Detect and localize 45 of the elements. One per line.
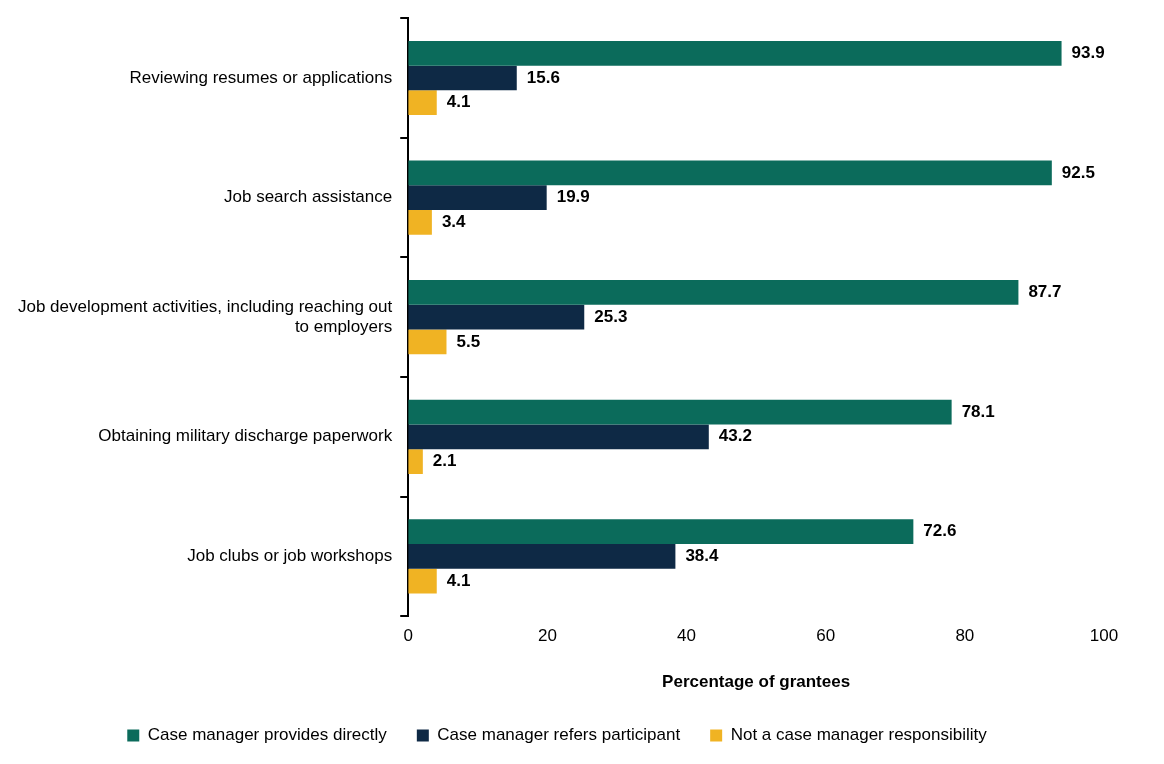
data-label: 3.4: [441, 212, 467, 231]
bar: [408, 160, 1052, 186]
bar: [408, 209, 432, 235]
data-label: 38.4: [685, 546, 720, 566]
bar: [408, 280, 1019, 305]
legend-label: Not a case manager responsibility: [730, 725, 988, 745]
y-tick-label: Job clubs or job workshops: [187, 546, 393, 566]
data-label: 5.5: [456, 331, 481, 351]
bar: [408, 304, 585, 330]
legend-label: Case manager refers participant: [437, 725, 681, 745]
data-label: 2.1: [432, 451, 457, 471]
bar: [408, 185, 547, 210]
bar: [408, 399, 952, 425]
x-tick-label: 100: [1089, 626, 1119, 646]
bar: [408, 65, 517, 91]
legend-label: Case manager provides directly: [147, 725, 388, 745]
data-label: 19.9: [556, 187, 590, 207]
bar: [408, 568, 437, 594]
data-label: 25.3: [594, 306, 628, 326]
data-label: 43.2: [718, 426, 752, 446]
y-tick-label: Job development activities, including reaching out to employers: [17, 296, 393, 337]
y-tick-label: Obtaining military discharge paperwork: [98, 426, 393, 446]
data-label: 78.1: [961, 401, 995, 421]
y-tick-label: Reviewing resumes or applications: [129, 67, 393, 87]
x-tick-label: 0: [403, 626, 413, 646]
data-label: 15.6: [526, 67, 560, 87]
x-tick-label: 40: [677, 626, 696, 646]
data-label: 4.1: [446, 570, 471, 590]
bar: [408, 90, 437, 116]
bar: [408, 519, 914, 545]
bar: [408, 329, 447, 355]
data-label: 93.9: [1071, 42, 1105, 62]
data-label: 72.6: [923, 521, 957, 541]
data-label: 87.7: [1028, 282, 1062, 302]
bar: [408, 544, 676, 569]
bar: [408, 424, 709, 450]
data-label: 4.1: [446, 92, 471, 112]
x-axis-title: Percentage of grantees: [662, 672, 851, 692]
bar: [408, 449, 423, 474]
y-tick-label: Job search assistance: [224, 187, 393, 207]
x-tick-label: 60: [816, 626, 836, 646]
x-tick-label: 80: [955, 626, 975, 646]
data-label: 92.5: [1061, 162, 1095, 182]
bar: [408, 40, 1062, 66]
x-tick-label: 20: [537, 626, 557, 646]
